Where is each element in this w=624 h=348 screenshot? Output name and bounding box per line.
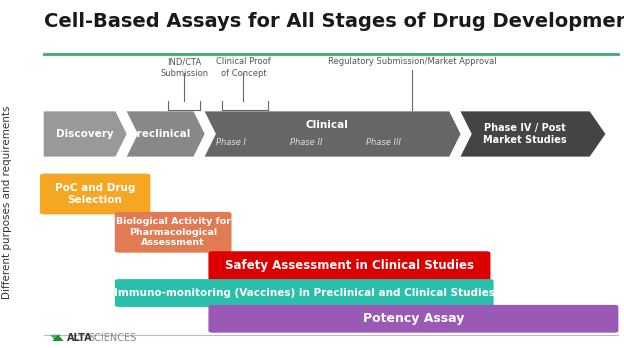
- Polygon shape: [205, 111, 461, 157]
- Text: Potency Assay: Potency Assay: [363, 312, 464, 325]
- Text: Clinical Proof
of Concept: Clinical Proof of Concept: [216, 57, 271, 78]
- FancyBboxPatch shape: [208, 251, 490, 280]
- Text: Different purposes and requirements: Different purposes and requirements: [2, 105, 12, 299]
- FancyBboxPatch shape: [115, 212, 232, 253]
- Text: Safety Assessment in Clinical Studies: Safety Assessment in Clinical Studies: [225, 259, 474, 272]
- Text: Phase I: Phase I: [216, 138, 246, 147]
- Text: Cell-Based Assays for All Stages of Drug Development: Cell-Based Assays for All Stages of Drug…: [44, 12, 624, 31]
- Polygon shape: [50, 335, 61, 341]
- Text: Regulatory Submission/Market Approval: Regulatory Submission/Market Approval: [328, 57, 496, 66]
- Polygon shape: [52, 335, 64, 341]
- Text: IND/CTA
Submission: IND/CTA Submission: [160, 57, 208, 78]
- Polygon shape: [127, 111, 205, 157]
- FancyBboxPatch shape: [208, 305, 618, 333]
- Text: PoC and Drug
Selection: PoC and Drug Selection: [55, 183, 135, 205]
- Polygon shape: [44, 111, 127, 157]
- FancyBboxPatch shape: [40, 174, 150, 214]
- Text: Phase II: Phase II: [290, 138, 322, 147]
- Polygon shape: [461, 111, 605, 157]
- Text: Preclinical: Preclinical: [129, 129, 191, 139]
- Text: ALTA: ALTA: [67, 333, 93, 343]
- Text: Phase III: Phase III: [366, 138, 401, 147]
- Text: SCIENCES: SCIENCES: [89, 333, 137, 343]
- Text: Clinical: Clinical: [306, 120, 348, 130]
- Text: Discovery: Discovery: [56, 129, 114, 139]
- Text: Phase IV / Post
Market Studies: Phase IV / Post Market Studies: [483, 123, 567, 145]
- Text: Immuno-monitoring (Vaccines) in Preclinical and Clinical Studies: Immuno-monitoring (Vaccines) in Preclini…: [114, 288, 495, 298]
- FancyBboxPatch shape: [115, 279, 494, 307]
- Text: Biological Activity for
Pharmacological
Assessment: Biological Activity for Pharmacological …: [115, 218, 231, 247]
